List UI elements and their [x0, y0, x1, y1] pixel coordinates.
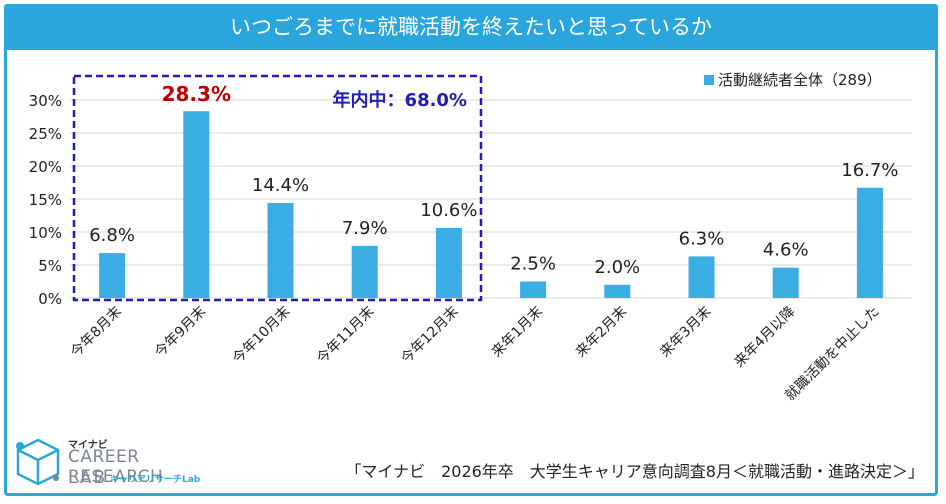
legend-label: 活動継続者全体（289）	[718, 71, 882, 89]
highlight-label: 年内中：68.0%	[333, 89, 467, 111]
chart-frame	[4, 4, 938, 496]
x-tick-label: 今年11月末	[314, 304, 378, 368]
x-tick-label: 来年3月末	[657, 304, 714, 361]
data-label: 6.8%	[89, 225, 135, 246]
chart-title: いつごろまでに就職活動を終えたいと思っているか	[4, 4, 938, 50]
x-tick-label: 今年9月末	[152, 304, 209, 361]
bar	[604, 284, 631, 298]
x-tick-label: 今年8月末	[68, 304, 125, 361]
cube-logo-icon	[16, 438, 60, 486]
x-tick-label: 来年4月以降	[731, 304, 798, 371]
bar	[267, 202, 294, 298]
y-tick-label: 30%	[29, 92, 62, 110]
logo-top-text: マイナビ	[68, 440, 108, 451]
bar	[856, 187, 883, 298]
x-tick-label: 就職活動を中止した	[782, 304, 882, 404]
logo-main-text: CAREER RESEARCH	[68, 447, 164, 487]
bar	[183, 111, 210, 298]
y-tick-label: 0%	[38, 290, 62, 308]
highlight-box	[72, 74, 483, 302]
x-tick-label: 今年12月末	[398, 304, 462, 368]
bar	[772, 267, 799, 298]
y-tick-label: 10%	[29, 224, 62, 242]
x-tick-label: 今年10月末	[230, 304, 294, 368]
legend-swatch	[704, 75, 714, 85]
data-label: 2.5%	[510, 254, 556, 275]
data-label: 16.7%	[841, 160, 898, 181]
bar	[520, 281, 547, 298]
data-label: 6.3%	[679, 228, 725, 249]
y-tick-label: 5%	[38, 257, 62, 275]
y-tick-label: 15%	[29, 191, 62, 209]
data-label: 7.9%	[342, 218, 388, 239]
x-tick-label: 来年2月末	[573, 304, 630, 361]
bar	[99, 253, 126, 298]
bar	[688, 256, 715, 298]
career-research-lab-logo: マイナビ CAREER RESEARCH LAB キャリアリサーチLab	[14, 436, 224, 492]
logo-sub-text: キャリアリサーチLab	[110, 475, 201, 485]
data-label: 2.0%	[594, 257, 640, 278]
bar	[351, 245, 378, 298]
y-tick-label: 20%	[29, 158, 62, 176]
y-tick-label: 25%	[29, 125, 62, 143]
data-label: 10.6%	[420, 200, 477, 221]
data-label: 4.6%	[763, 240, 809, 261]
bar	[435, 228, 462, 298]
source-note: 「マイナビ 2026年卒 大学生キャリア意向調査8月＜就職活動・進路決定＞」	[345, 462, 924, 481]
logo-lab-text: LAB	[68, 468, 108, 488]
data-label: 28.3%	[162, 82, 231, 106]
x-tick-label: 来年1月末	[489, 304, 546, 361]
data-label: 14.4%	[252, 175, 309, 196]
